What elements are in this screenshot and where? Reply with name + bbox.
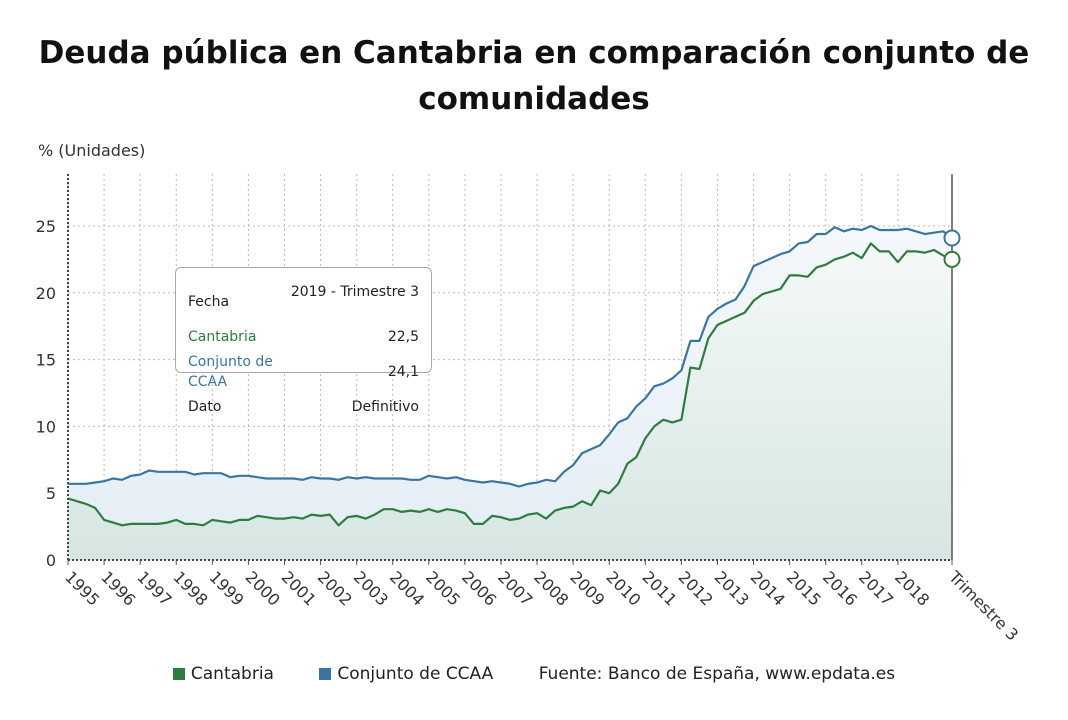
x-tick-label: 1999 bbox=[205, 567, 247, 609]
tooltip-cantabria-label: Cantabria bbox=[188, 329, 257, 345]
y-tick-label: 20 bbox=[36, 284, 56, 303]
source-text: Fuente: Banco de España, www.epdata.es bbox=[538, 664, 896, 684]
legend-swatch-cantabria bbox=[172, 668, 185, 680]
x-tick-label: 2000 bbox=[242, 567, 284, 609]
x-tick-label: 2008 bbox=[530, 567, 572, 609]
x-tick-label: 2017 bbox=[855, 567, 897, 609]
end-marker-cantabria bbox=[943, 250, 961, 268]
x-tick-label: 2009 bbox=[566, 567, 608, 609]
x-tick-label: 2011 bbox=[638, 567, 680, 609]
x-tick-label: 2001 bbox=[278, 567, 320, 609]
x-tick-label: 2014 bbox=[747, 567, 789, 609]
tooltip-dato-label: Dato bbox=[188, 399, 222, 415]
area-cantabria bbox=[68, 243, 952, 560]
tooltip-fecha-label: Fecha bbox=[188, 294, 230, 310]
chart-title: Deuda pública en Cantabria en comparació… bbox=[38, 35, 1030, 117]
x-tick-label: Trimestre 3 bbox=[944, 567, 1022, 645]
x-tick-label: 2010 bbox=[602, 567, 644, 609]
y-tick-label: 15 bbox=[36, 351, 56, 370]
x-tick-label: 2007 bbox=[494, 567, 536, 609]
y-tick-label: 5 bbox=[46, 484, 56, 503]
x-tick-label: 1996 bbox=[97, 567, 139, 609]
legend-swatch-ccaa bbox=[319, 668, 332, 680]
x-tick-label: 2012 bbox=[675, 567, 717, 609]
x-tick-label: 1995 bbox=[61, 567, 103, 609]
tooltip: Fecha 2019 - Trimestre 3 Cantabria 22,5 … bbox=[175, 267, 432, 415]
legend-item-cantabria[interactable]: Cantabria bbox=[190, 664, 274, 684]
x-tick-label: 2015 bbox=[783, 567, 825, 609]
x-tick-label: 2005 bbox=[422, 567, 464, 609]
end-marker-ccaa bbox=[943, 229, 961, 247]
series-line-ccaa bbox=[68, 224, 953, 488]
x-tick-label: 2002 bbox=[314, 567, 356, 609]
y-tick-label: 10 bbox=[36, 417, 56, 436]
x-tick-label: 2004 bbox=[386, 567, 428, 609]
legend-item-ccaa[interactable]: Conjunto de CCAA bbox=[337, 664, 494, 684]
chart-plot: 0510152025199519961997199819992000200120… bbox=[36, 174, 1022, 645]
y-tick-label: 0 bbox=[46, 551, 56, 570]
x-tick-label: 2016 bbox=[819, 567, 861, 609]
y-tick-label: 25 bbox=[36, 217, 56, 236]
tooltip-fecha-value: 2019 - Trimestre 3 bbox=[290, 284, 419, 300]
series-line-cantabria bbox=[67, 242, 953, 527]
x-tick-label: 2018 bbox=[891, 567, 933, 609]
tooltip-ccaa-value: 24,1 bbox=[387, 364, 419, 380]
x-tick-label: 2003 bbox=[350, 567, 392, 609]
legend: Cantabria Conjunto de CCAA Fuente: Banco… bbox=[0, 664, 1068, 684]
x-tick-label: 2013 bbox=[711, 567, 753, 609]
x-tick-label: 2006 bbox=[458, 567, 500, 609]
x-tick-label: 1998 bbox=[169, 567, 211, 609]
tooltip-cantabria-value: 22,5 bbox=[387, 329, 419, 345]
x-tick-label: 1997 bbox=[133, 567, 175, 609]
tooltip-dato-value: Definitivo bbox=[351, 399, 419, 415]
y-axis-label: % (Unidades) bbox=[38, 141, 146, 160]
tooltip-ccaa-label: Conjunto de CCAA bbox=[188, 354, 273, 390]
